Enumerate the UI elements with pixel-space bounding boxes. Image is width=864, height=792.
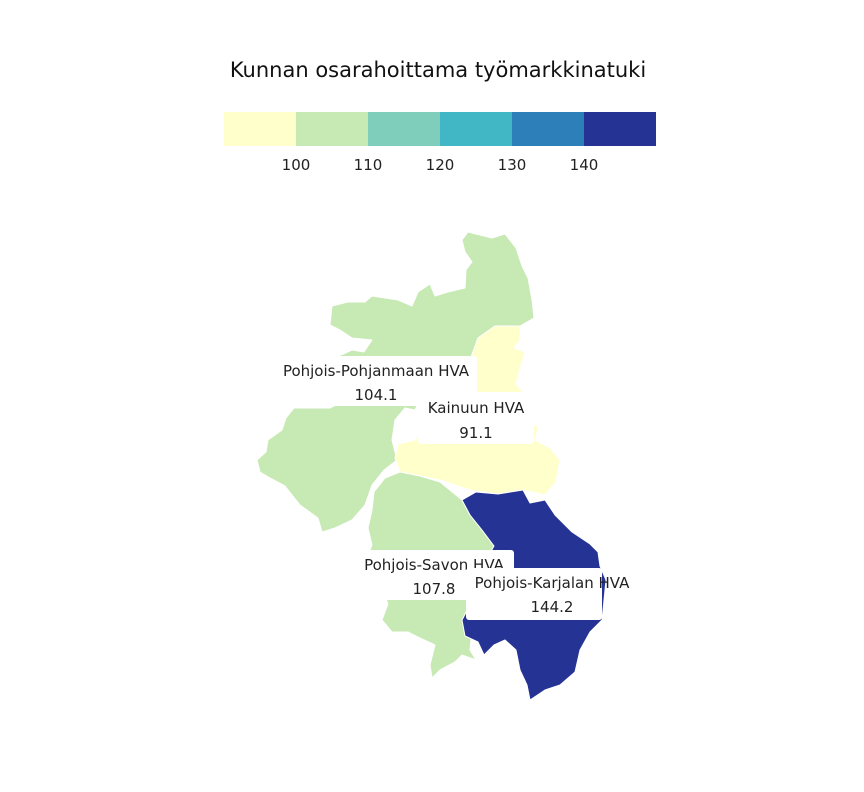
region-name-pohjois-karjala: Pohjois-Karjalan HVA <box>475 574 630 592</box>
legend-swatch-6 <box>584 112 656 146</box>
legend: 100 110 120 130 140 <box>224 112 656 174</box>
legend-swatch-5 <box>512 112 584 146</box>
legend-tick-120: 120 <box>426 156 455 174</box>
legend-tick-100: 100 <box>282 156 311 174</box>
legend-tick-140: 140 <box>570 156 599 174</box>
legend-tick-130: 130 <box>498 156 527 174</box>
map-title: Kunnan osarahoittama työmarkkinatuki <box>230 58 646 82</box>
region-value-pohjois-karjala: 144.2 <box>531 598 574 616</box>
legend-swatch-4 <box>440 112 512 146</box>
region-labels: Pohjois-Pohjanmaan HVA 104.1 Kainuun HVA… <box>277 356 630 620</box>
label-box-pohjois-karjala <box>466 568 602 620</box>
region-value-pohjois-savo: 107.8 <box>413 580 456 598</box>
label-box-kainuu <box>418 392 534 444</box>
regions <box>256 231 607 701</box>
legend-swatch-1 <box>224 112 296 146</box>
legend-swatch-2 <box>296 112 368 146</box>
legend-swatch-3 <box>368 112 440 146</box>
region-name-pohjois-pohjanmaa: Pohjois-Pohjanmaan HVA <box>283 362 470 380</box>
legend-tick-110: 110 <box>354 156 383 174</box>
region-name-kainuu: Kainuun HVA <box>428 399 525 417</box>
region-value-pohjois-pohjanmaa: 104.1 <box>355 386 398 404</box>
region-value-kainuu: 91.1 <box>459 424 492 442</box>
